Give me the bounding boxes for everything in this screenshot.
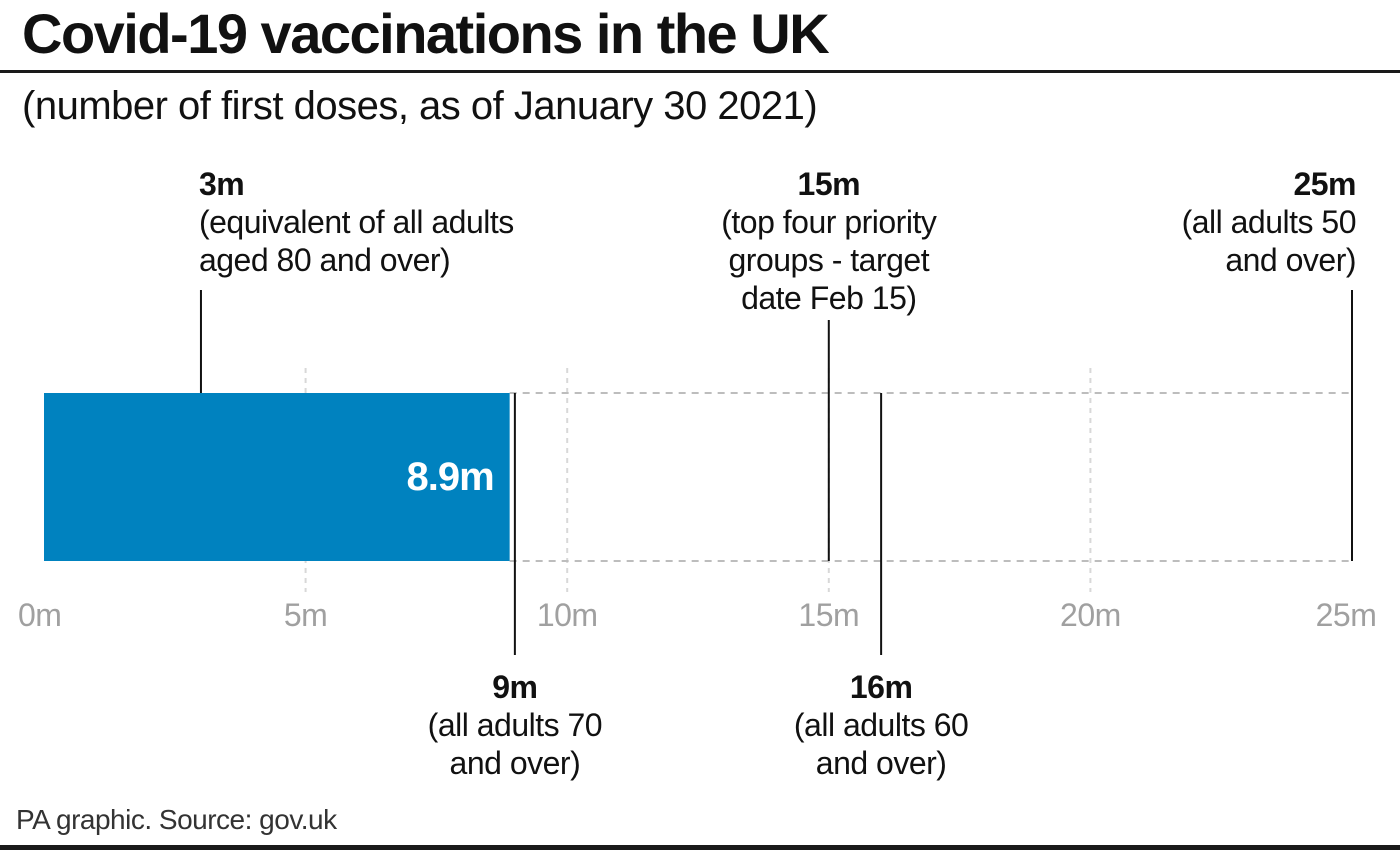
marker-3m-value: 3m xyxy=(199,166,244,202)
marker-15m-value: 15m xyxy=(798,166,861,202)
bottom-rule xyxy=(0,845,1400,850)
bar-value-label: 8.9m xyxy=(406,455,493,499)
marker-16m-value: 16m xyxy=(850,669,913,705)
bar-first-doses xyxy=(44,393,510,561)
marker-3m-note-line: (equivalent of all adults xyxy=(199,204,514,240)
tick-label-20m: 20m xyxy=(1060,597,1121,633)
marker-15m-note-line: groups - target xyxy=(728,242,929,278)
marker-25m-note-line: (all adults 50 xyxy=(1182,204,1356,240)
marker-16m-note-line: and over) xyxy=(816,745,947,781)
marker-25m-note-line: and over) xyxy=(1225,242,1356,278)
source-note: PA graphic. Source: gov.uk xyxy=(16,804,337,835)
tick-layer: 0m 5m 10m 15m 20m 25m xyxy=(18,597,1377,633)
tick-label-10m: 10m xyxy=(537,597,598,633)
bar-layer: 8.9m xyxy=(44,393,510,561)
marker-25m-value: 25m xyxy=(1293,166,1356,202)
marker-16m-note-line: (all adults 60 xyxy=(794,707,968,743)
chart-subtitle: (number of first doses, as of January 30… xyxy=(22,84,818,128)
tick-label-15m: 15m xyxy=(798,597,859,633)
chart-title: Covid-19 vaccinations in the UK xyxy=(22,2,830,65)
marker-15m-note-line: (top four priority xyxy=(721,204,937,240)
title-rule xyxy=(0,70,1400,73)
tick-label-25m: 25m xyxy=(1316,597,1377,633)
marker-3m-note-line: aged 80 and over) xyxy=(199,242,450,278)
marker-9m-note-line: and over) xyxy=(450,745,581,781)
tick-label-0m: 0m xyxy=(18,597,61,633)
marker-9m-note-line: (all adults 70 xyxy=(428,707,602,743)
tick-label-5m: 5m xyxy=(284,597,327,633)
marker-15m-note-line: date Feb 15) xyxy=(741,280,916,316)
marker-9m-value: 9m xyxy=(492,669,537,705)
